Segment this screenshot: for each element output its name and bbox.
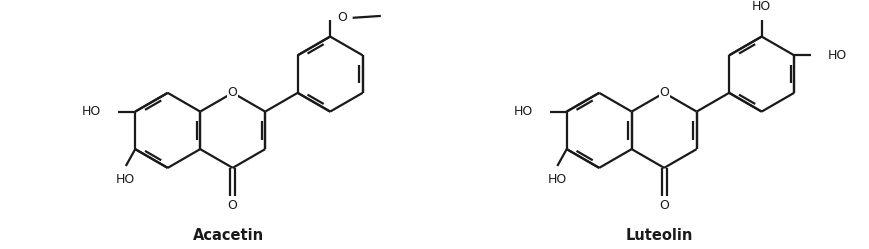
Text: O: O [660, 86, 669, 99]
Text: HO: HO [547, 173, 567, 186]
Text: Acacetin: Acacetin [192, 228, 263, 243]
Text: HO: HO [83, 105, 102, 118]
Text: O: O [228, 86, 237, 99]
Text: HO: HO [752, 0, 772, 13]
Text: HO: HO [828, 49, 847, 62]
Text: O: O [660, 199, 669, 212]
Text: HO: HO [514, 105, 533, 118]
Text: Luteolin: Luteolin [626, 228, 693, 243]
Text: O: O [228, 199, 237, 212]
Text: HO: HO [116, 173, 136, 186]
Text: O: O [337, 11, 348, 24]
